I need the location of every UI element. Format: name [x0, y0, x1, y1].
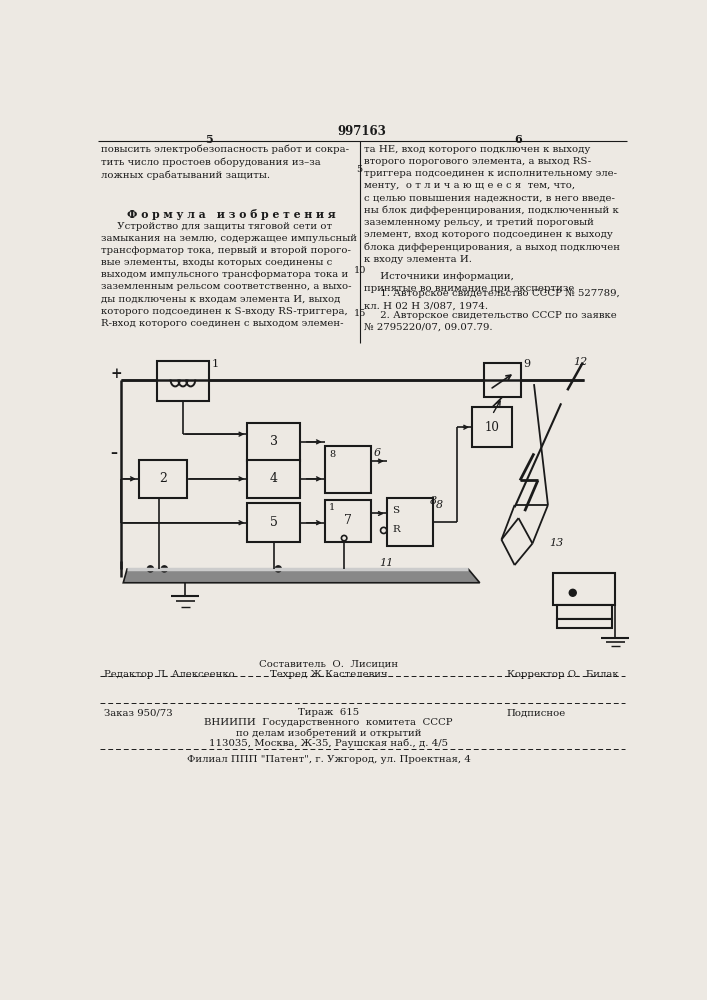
Text: Заказ 950/73: Заказ 950/73 — [104, 708, 173, 717]
Text: 11: 11 — [379, 558, 393, 568]
Text: Филиал ППП "Патент", г. Ужгород, ул. Проектная, 4: Филиал ППП "Патент", г. Ужгород, ул. Про… — [187, 755, 471, 764]
Text: +: + — [110, 367, 122, 381]
Text: 4: 4 — [269, 472, 278, 485]
Text: повысить электробезопасность работ и сокра-
тить число простоев оборудования из–: повысить электробезопасность работ и сок… — [101, 145, 349, 180]
Bar — [557, 605, 612, 619]
Text: та НЕ, вход которого подключен к выходу
второго порогового элемента, а выход RS-: та НЕ, вход которого подключен к выходу … — [364, 145, 620, 264]
Text: ВНИИПИ  Государственного  комитета  СССР: ВНИИПИ Государственного комитета СССР — [204, 718, 453, 727]
Text: 7: 7 — [344, 514, 352, 527]
Text: 1. Авторское свидетельство СССР № 527789,
кл. Н 02 Н 3/087, 1974.: 1. Авторское свидетельство СССР № 527789… — [364, 289, 620, 311]
Text: Редактор Л. Алексеенко: Редактор Л. Алексеенко — [104, 670, 235, 679]
Text: 8: 8 — [436, 500, 443, 510]
Text: R: R — [392, 525, 400, 534]
Bar — [247, 460, 300, 498]
Text: 2. Авторское свидетельство СССР по заявке
№ 2795220/07, 09.07.79.: 2. Авторское свидетельство СССР по заявк… — [364, 311, 617, 332]
Text: 113035, Москва, Ж-35, Раушская наб., д. 4/5: 113035, Москва, Ж-35, Раушская наб., д. … — [209, 738, 448, 748]
Bar — [156, 361, 209, 401]
Text: 6: 6 — [515, 134, 522, 145]
Bar — [325, 446, 371, 493]
Text: Тираж  615: Тираж 615 — [298, 708, 359, 717]
Bar — [387, 498, 433, 546]
Bar — [554, 573, 615, 605]
Text: Корректор О.  Билак: Корректор О. Билак — [507, 670, 619, 679]
Text: –: – — [110, 446, 117, 460]
Text: 13: 13 — [549, 538, 563, 548]
Text: 9: 9 — [523, 359, 530, 369]
Text: 5: 5 — [356, 165, 363, 174]
Text: 10: 10 — [485, 421, 500, 434]
Text: 5: 5 — [204, 134, 212, 145]
Text: 1: 1 — [211, 359, 218, 369]
Text: по делам изобретений и открытий: по делам изобретений и открытий — [236, 728, 421, 738]
Text: 1: 1 — [329, 503, 335, 512]
Text: Ф о р м у л а   и з о б р е т е н и я: Ф о р м у л а и з о б р е т е н и я — [127, 209, 336, 220]
Bar — [557, 619, 612, 628]
Text: Составитель  О.  Лисицин: Составитель О. Лисицин — [259, 659, 398, 668]
Circle shape — [569, 589, 576, 596]
Bar — [247, 423, 300, 461]
Bar — [484, 363, 521, 397]
Circle shape — [275, 566, 281, 572]
Text: 15: 15 — [354, 309, 366, 318]
Text: S: S — [392, 506, 399, 515]
Text: 2: 2 — [159, 472, 167, 485]
Text: 6: 6 — [373, 448, 380, 458]
Circle shape — [161, 566, 168, 572]
Text: 10: 10 — [354, 266, 366, 275]
Bar — [472, 407, 513, 447]
Text: Подписное: Подписное — [507, 708, 566, 717]
Bar — [247, 503, 300, 542]
Text: 3: 3 — [269, 435, 278, 448]
Text: 5: 5 — [269, 516, 278, 529]
Text: Техред Ж.Кастелевич: Техред Ж.Кастелевич — [270, 670, 387, 679]
Text: Источники информации,
принятые во внимание при экспертизе: Источники информации, принятые во вниман… — [364, 272, 575, 293]
Circle shape — [147, 566, 153, 572]
Text: 997163: 997163 — [337, 125, 387, 138]
Text: 8: 8 — [329, 450, 336, 459]
Text: Устройство для защиты тяговой сети от
замыкания на землю, содержащее импульсный
: Устройство для защиты тяговой сети от за… — [101, 222, 357, 328]
Bar — [325, 500, 371, 542]
Text: 12: 12 — [573, 357, 587, 367]
Polygon shape — [123, 569, 480, 583]
Text: 8: 8 — [429, 496, 436, 506]
Bar — [139, 460, 187, 498]
